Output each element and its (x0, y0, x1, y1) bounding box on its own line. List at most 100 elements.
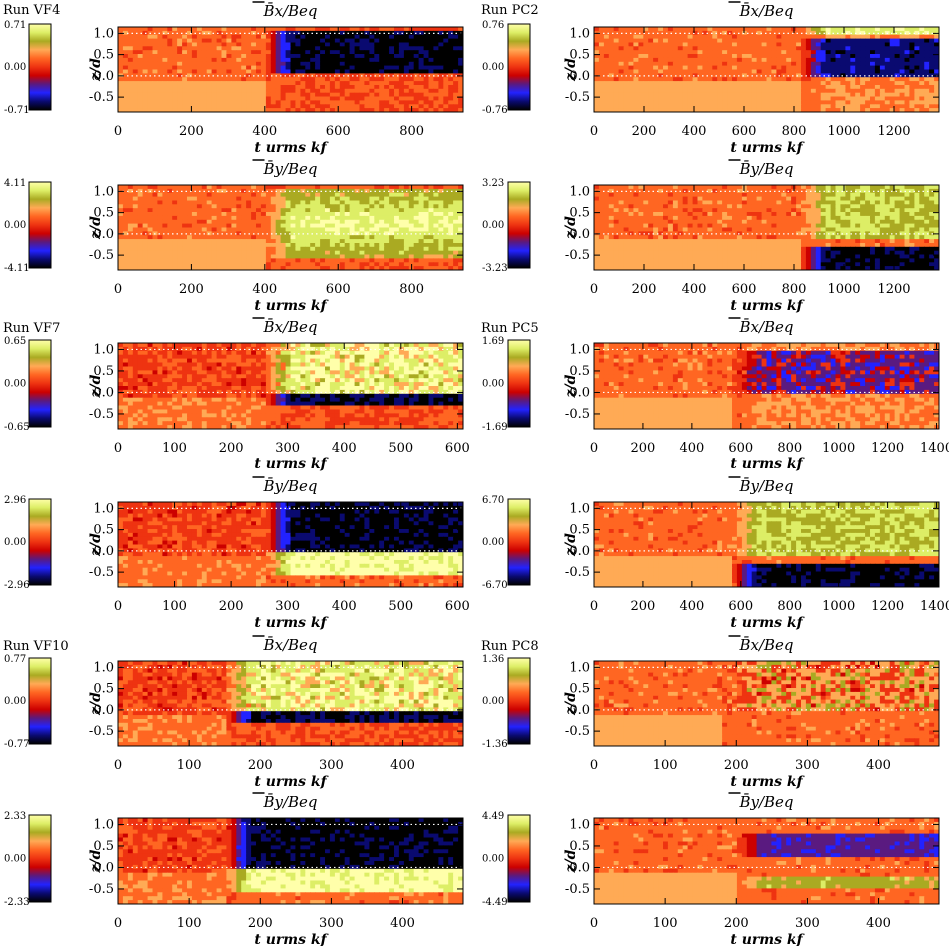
y-tick-label: 1.0 (569, 26, 590, 41)
y-tick-label: -0.5 (565, 882, 590, 897)
x-tick-label: 300 (319, 758, 344, 773)
panel-title: B̄x/Beq (262, 2, 317, 20)
x-axis-label: t urms kf (730, 932, 805, 946)
colorbar-label: -2.33 (4, 897, 30, 908)
x-axis-label: t urms kf (254, 932, 329, 946)
colorbar-label: 0.00 (482, 854, 504, 865)
y-tick-label: 1.0 (93, 660, 114, 675)
colorbar-label: 0.00 (482, 696, 504, 707)
plot-frame (117, 184, 464, 271)
plot-frame (593, 342, 940, 430)
panel-7: 2.96 0.00 -2.96 1.0 0.5 0.0 -0.5 0 100 200 300 400 5… (4, 476, 470, 631)
colorbar-label: -4.11 (4, 263, 30, 274)
y-axis-label: z/d (88, 374, 104, 398)
x-tick-label: 400 (679, 441, 704, 456)
y-axis-label: z/d (88, 533, 104, 557)
x-tick-label: 200 (179, 124, 204, 139)
x-tick-label: 200 (248, 916, 273, 931)
run-label: Run PC2 (481, 3, 539, 18)
x-tick-label: 600 (728, 599, 753, 614)
y-tick-label: -0.5 (565, 407, 590, 422)
colorbar-label: 0.71 (4, 20, 26, 31)
x-tick-label: 400 (390, 758, 415, 773)
x-tick-label: 400 (866, 916, 891, 931)
x-tick-label: 200 (632, 124, 657, 139)
x-tick-label: 800 (399, 124, 424, 139)
y-tick-label: 0.0 (93, 227, 114, 242)
y-axis-label: z/d (563, 58, 579, 82)
x-tick-label: 200 (631, 599, 656, 614)
plot-frame (593, 26, 940, 113)
colorbar-label: -3.23 (482, 263, 508, 274)
heatmap (118, 185, 463, 270)
x-tick-label: 200 (632, 282, 657, 297)
run-label: Run VF7 (3, 321, 60, 336)
y-tick-label: 0.0 (569, 69, 590, 84)
y-tick-label: 0.0 (93, 385, 114, 400)
x-tick-label: 1000 (827, 282, 860, 297)
colorbar (507, 23, 531, 111)
x-tick-label: 300 (319, 916, 344, 931)
colorbar-label: 2.33 (4, 811, 26, 822)
x-tick-label: 100 (653, 758, 678, 773)
heatmap (118, 27, 463, 112)
colorbar-label: 0.00 (4, 854, 26, 865)
x-tick-label: 400 (390, 916, 415, 931)
x-tick-label: 300 (795, 758, 820, 773)
y-axis-label: z/d (88, 849, 104, 873)
heatmap (594, 27, 939, 112)
x-tick-label: 200 (219, 441, 244, 456)
heatmap (118, 661, 463, 746)
panel-title: B̄y/Beq (262, 793, 317, 811)
plot-frame (117, 501, 464, 588)
colorbar-label: 0.00 (4, 62, 26, 73)
x-tick-label: 300 (795, 916, 820, 931)
x-tick-label: 800 (399, 282, 424, 297)
colorbar-label: 0.00 (482, 537, 504, 548)
heatmap (594, 661, 939, 746)
colorbar-label: -6.70 (482, 580, 508, 591)
y-tick-label: 1.0 (93, 342, 114, 357)
x-tick-label: 800 (782, 124, 807, 139)
y-tick-label: 0.5 (93, 839, 114, 854)
plot-frame (117, 342, 464, 430)
colorbar (28, 657, 52, 745)
x-tick-label: 0 (590, 599, 598, 614)
y-axis-label: z/d (88, 692, 104, 716)
x-tick-label: 1400 (920, 441, 949, 456)
x-tick-label: 200 (179, 282, 204, 297)
x-tick-label: 1200 (877, 124, 910, 139)
x-tick-label: 1200 (871, 599, 904, 614)
y-tick-label: 1.0 (569, 184, 590, 199)
panel-1: Run VF4 0.71 0.00 -0.71 1.0 0.5 0.0 -0.5 0 200 400… (3, 1, 464, 156)
x-tick-label: 1400 (920, 599, 949, 614)
y-axis-label: z/d (88, 216, 104, 240)
y-tick-label: 0.0 (569, 385, 590, 400)
y-tick-label: 0.0 (569, 544, 590, 559)
x-axis-label: t urms kf (254, 774, 329, 790)
colorbar (507, 657, 531, 745)
x-tick-label: 0 (590, 758, 598, 773)
x-tick-label: 600 (728, 441, 753, 456)
y-tick-label: 1.0 (93, 501, 114, 516)
colorbar-label: 0.00 (4, 696, 26, 707)
colorbar-label: -0.65 (4, 422, 30, 433)
colorbar-label: 0.00 (482, 62, 504, 73)
colorbar-label: 4.11 (4, 178, 26, 189)
x-tick-label: 200 (219, 599, 244, 614)
x-tick-label: 0 (590, 441, 598, 456)
x-axis-label: t urms kf (254, 456, 329, 472)
x-tick-label: 600 (732, 124, 757, 139)
y-tick-label: -0.5 (89, 724, 114, 739)
x-axis-label: t urms kf (254, 140, 329, 156)
plot-frame (117, 817, 464, 905)
panel-title: B̄y/Beq (262, 477, 317, 495)
y-tick-label: 0.5 (93, 523, 114, 538)
plot-frame (117, 660, 464, 747)
y-axis-label: z/d (563, 849, 579, 873)
x-tick-label: 800 (782, 282, 807, 297)
colorbar-label: 1.69 (482, 336, 504, 347)
